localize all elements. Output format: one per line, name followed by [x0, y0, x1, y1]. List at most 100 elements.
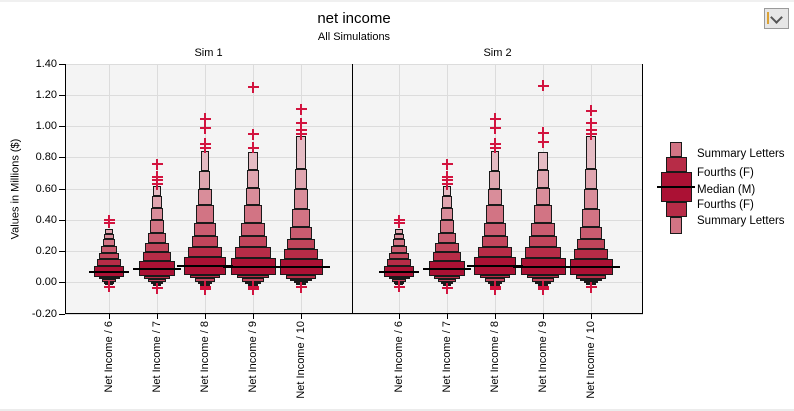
gridline [65, 313, 643, 315]
letter-value-box-segment [585, 169, 597, 189]
letter-value-box-segment [438, 279, 456, 282]
median-line [271, 265, 331, 268]
letter-value-box-segment [586, 135, 596, 170]
letter-value-box-segment [97, 259, 121, 266]
x-axis-line [65, 313, 643, 314]
letter-value-box-segment [198, 189, 212, 206]
letter-value-box-segment [394, 233, 404, 239]
letter-value-box-segment [490, 150, 500, 172]
outlier-marker [585, 117, 597, 129]
y-axis-tick [59, 157, 65, 159]
letter-value-box-segment [99, 253, 119, 260]
median-line [422, 268, 472, 270]
y-axis-tick [59, 219, 65, 221]
legend-item: Fourths (F) [697, 167, 754, 179]
outlier-marker [489, 142, 501, 154]
highlight-mark [767, 12, 769, 24]
x-category-label: Net Income / 7 [150, 321, 163, 393]
letter-value-box-segment [285, 275, 317, 279]
letter-value-box-segment [296, 135, 306, 170]
gridline [65, 94, 643, 96]
outlier-marker [295, 128, 307, 140]
panel-label-sim-1: Sim 1 [194, 47, 223, 59]
y-tick-label: 0.40 [35, 213, 57, 226]
letter-value-box-segment [441, 207, 453, 221]
legend-fourths-box [665, 157, 687, 172]
letter-value-box-segment [241, 278, 265, 282]
letter-value-box-segment [435, 242, 459, 253]
letter-value-box-segment [283, 249, 319, 259]
y-axis-tick [59, 282, 65, 284]
y-tick-label: 0.00 [35, 276, 57, 289]
outlier-marker [537, 127, 549, 139]
letter-value-box-segment [528, 236, 558, 248]
x-category-label: Net Income / 8 [198, 321, 211, 393]
outlier-marker [489, 122, 501, 134]
letter-value-box-segment [533, 205, 553, 223]
letter-value-box-segment [245, 187, 261, 206]
chart-menu-dropdown-button[interactable] [764, 8, 789, 29]
chevron-down-icon [770, 10, 783, 24]
letter-value-box-segment [537, 170, 549, 188]
chart-title: net income [317, 10, 391, 27]
y-axis-line [65, 64, 66, 314]
legend-fourths-box [665, 202, 687, 217]
letter-value-box-segment [101, 279, 117, 282]
x-category-label: Net Income / 10 [584, 321, 597, 399]
letter-value-box-segment [575, 275, 607, 279]
letter-value-box-segment [145, 242, 169, 253]
letter-value-box-segment [486, 205, 504, 223]
y-tick-label: 1.20 [35, 88, 57, 101]
letter-value-box-segment [478, 246, 512, 258]
letter-value-box-segment [392, 239, 406, 247]
letter-value-box-segment [290, 278, 312, 282]
letter-value-box-segment [237, 275, 269, 279]
x-category-label: Net Income / 8 [488, 321, 501, 393]
legend-item: Summary Letters [697, 148, 785, 160]
letter-value-box-segment [142, 252, 172, 262]
legend-summary-letter-box [670, 142, 682, 157]
letter-value-box-segment [104, 233, 114, 239]
letter-value-box-segment [577, 238, 605, 250]
x-axis-tick [446, 314, 448, 319]
panel-label-sim-2: Sim 2 [483, 47, 512, 59]
x-axis-tick [494, 314, 496, 319]
y-tick-label: 1.00 [35, 120, 57, 132]
legend-summary-letter-box [670, 217, 682, 234]
plot-area [65, 63, 643, 315]
outlier-marker [247, 142, 259, 154]
outlier-marker [393, 281, 405, 293]
letter-value-box-segment [293, 188, 309, 209]
outlier-marker [151, 282, 163, 294]
letter-value-box-segment [525, 247, 561, 259]
outlier-marker [247, 81, 259, 93]
y-axis-tick [59, 63, 65, 65]
gridline [65, 157, 643, 159]
plot-right-border [642, 64, 643, 314]
x-axis-tick [300, 314, 302, 319]
x-axis-tick [398, 314, 400, 319]
x-axis-tick [204, 314, 206, 319]
letter-value-box-segment [531, 278, 555, 282]
letter-value-box-segment [188, 246, 222, 258]
letter-value-box-segment [527, 275, 559, 279]
gridline [108, 64, 110, 314]
letter-value-box-segment [248, 151, 258, 171]
letter-value-box-segment [391, 279, 407, 282]
letter-value-box-segment [235, 247, 271, 259]
outlier-marker [247, 128, 259, 140]
outlier-marker [441, 158, 453, 170]
letter-value-box-segment [289, 226, 312, 239]
letter-value-box-segment [101, 246, 117, 254]
legend-boxen-glyph [655, 140, 697, 236]
legend-item: Median (M) [697, 184, 756, 196]
letter-value-box-segment [194, 278, 216, 282]
x-axis-tick [156, 314, 158, 319]
letter-value-box-segment [488, 189, 502, 206]
median-line [176, 264, 234, 267]
outlier-marker [393, 217, 405, 229]
letter-value-box-segment [148, 279, 166, 282]
letter-value-box-segment [190, 274, 220, 279]
gridline [65, 251, 643, 252]
